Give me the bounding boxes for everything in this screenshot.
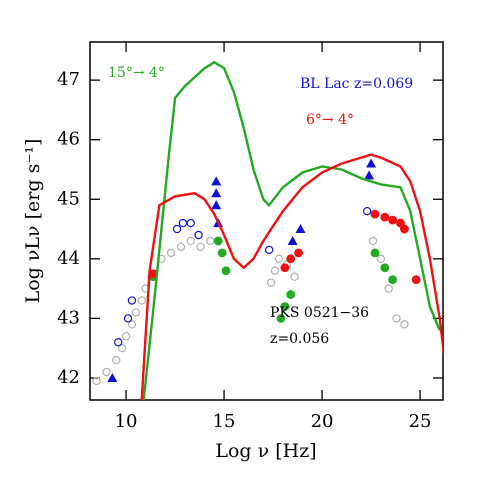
data-point bbox=[114, 338, 123, 347]
data-point bbox=[270, 266, 280, 275]
y-axis-label: Log νLν [erg s⁻¹] bbox=[22, 139, 44, 304]
data-point bbox=[388, 275, 398, 285]
data-point bbox=[411, 275, 421, 285]
x-tick-label: 15 bbox=[213, 411, 236, 432]
data-point bbox=[286, 254, 296, 264]
data-point bbox=[384, 284, 393, 293]
data-point bbox=[294, 248, 303, 258]
data-point bbox=[396, 218, 405, 228]
data-point bbox=[276, 313, 286, 323]
data-point bbox=[280, 263, 290, 273]
data-point bbox=[264, 245, 274, 255]
data-point bbox=[287, 235, 298, 245]
data-point bbox=[92, 376, 101, 386]
data-point bbox=[380, 263, 390, 273]
data-point bbox=[286, 290, 296, 299]
data-point bbox=[107, 372, 118, 382]
annotation: BL Lac z=0.069 bbox=[300, 76, 413, 92]
data-point bbox=[211, 200, 222, 210]
data-point bbox=[364, 170, 375, 180]
data-point bbox=[176, 242, 186, 252]
data-point bbox=[102, 367, 111, 377]
data-point bbox=[131, 308, 141, 317]
data-point bbox=[178, 218, 188, 228]
data-point bbox=[127, 296, 137, 305]
plot-frame bbox=[89, 41, 444, 401]
data-point bbox=[123, 314, 133, 323]
data-point bbox=[280, 302, 290, 311]
data-point bbox=[366, 158, 377, 168]
data-point bbox=[112, 355, 121, 365]
data-point bbox=[221, 266, 231, 276]
data-point bbox=[127, 320, 137, 329]
data-point bbox=[194, 230, 203, 240]
data-point bbox=[266, 278, 276, 287]
y-tick-label: 45 bbox=[57, 188, 80, 209]
x-tick-label: 25 bbox=[409, 411, 432, 432]
data-point bbox=[166, 248, 176, 258]
data-point bbox=[399, 224, 409, 234]
annotation: PKS 0521−36 bbox=[270, 305, 369, 321]
data-point bbox=[211, 176, 222, 186]
model-curve bbox=[142, 60, 441, 400]
data-point bbox=[368, 236, 378, 246]
data-point bbox=[217, 248, 227, 258]
data-point bbox=[121, 332, 131, 341]
data-point bbox=[211, 188, 222, 198]
annotation: 6°→ 4° bbox=[306, 112, 354, 128]
data-point bbox=[186, 218, 195, 228]
data-point bbox=[117, 343, 127, 353]
y-tick-label: 43 bbox=[57, 307, 80, 328]
data-point bbox=[400, 320, 409, 329]
data-point bbox=[370, 209, 380, 219]
y-tick-label: 44 bbox=[57, 248, 80, 269]
x-tick-label: 10 bbox=[115, 411, 138, 432]
data-point bbox=[392, 314, 401, 323]
model-curve bbox=[140, 153, 443, 400]
data-point bbox=[137, 296, 146, 305]
data-point bbox=[186, 236, 195, 246]
data-point bbox=[172, 224, 182, 234]
data-point bbox=[362, 206, 372, 216]
data-point bbox=[388, 215, 398, 225]
data-point bbox=[213, 236, 223, 246]
data-point bbox=[376, 254, 386, 264]
y-tick-label: 46 bbox=[57, 129, 80, 150]
annotation: 15°→ 4° bbox=[108, 65, 165, 81]
data-point bbox=[274, 254, 284, 264]
x-axis-label: Log ν [Hz] bbox=[215, 440, 316, 462]
data-point bbox=[206, 236, 215, 246]
y-tick-label: 47 bbox=[57, 69, 80, 90]
data-point bbox=[380, 212, 390, 222]
x-tick-label: 20 bbox=[311, 411, 334, 432]
data-point bbox=[290, 272, 299, 281]
data-point bbox=[295, 224, 306, 234]
annotation: z=0.056 bbox=[270, 331, 329, 347]
data-point bbox=[370, 248, 380, 258]
y-tick-label: 42 bbox=[57, 367, 80, 388]
data-point bbox=[196, 242, 205, 252]
